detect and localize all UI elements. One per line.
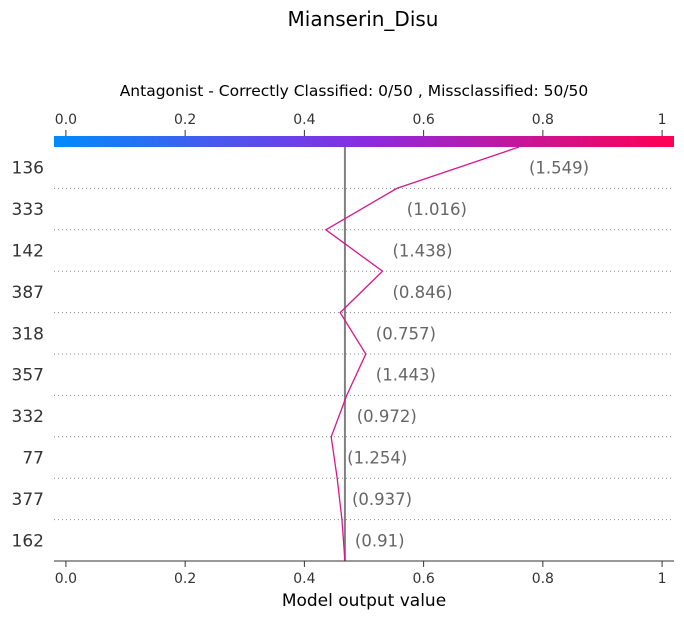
feature-value-label: (1.443) xyxy=(376,366,436,385)
feature-value-label: (1.254) xyxy=(347,449,407,468)
feature-label: 142 xyxy=(12,242,44,262)
top-tick-label: 0.0 xyxy=(55,112,77,128)
feature-labels: 136 333 142 387 318 357 332 77 377 162 xyxy=(12,159,44,552)
colorbar xyxy=(54,136,674,147)
bottom-tick-label: 1 xyxy=(658,571,667,587)
feature-value-label: (1.438) xyxy=(392,242,452,261)
feature-value-label: (1.549) xyxy=(529,159,589,178)
feature-value-label: (0.91) xyxy=(355,531,405,550)
top-tick-label: 0.2 xyxy=(174,112,196,128)
bottom-axis: 0.0 0.2 0.4 0.6 0.8 1 xyxy=(54,560,674,587)
bottom-tick-label: 0.0 xyxy=(55,571,77,587)
feature-value-label: (1.016) xyxy=(407,200,467,219)
feature-value-labels: (1.549) (1.016) (1.438) (0.846) (0.757) (1.44… xyxy=(347,159,589,551)
feature-label: 332 xyxy=(12,407,44,427)
feature-value-label: (0.757) xyxy=(376,324,436,343)
decision-path-line xyxy=(324,146,520,562)
bottom-tick-label: 0.4 xyxy=(293,571,315,587)
top-tick-label: 1 xyxy=(658,112,667,128)
feature-label: 77 xyxy=(22,449,44,469)
feature-label: 333 xyxy=(12,200,44,220)
top-tick-label: 0.8 xyxy=(532,112,554,128)
feature-value-label: (0.937) xyxy=(352,490,412,509)
top-tick-label: 0.4 xyxy=(293,112,315,128)
feature-value-label: (0.972) xyxy=(357,407,417,426)
feature-label: 377 xyxy=(12,490,44,510)
feature-value-label: (0.846) xyxy=(392,283,452,302)
x-axis-label: Model output value xyxy=(282,591,446,611)
top-axis-ticks: 0.0 0.2 0.4 0.6 0.8 1 xyxy=(55,112,667,136)
bottom-tick-label: 0.8 xyxy=(532,571,554,587)
row-gridlines xyxy=(54,187,674,521)
bottom-tick-label: 0.2 xyxy=(174,571,196,587)
feature-label: 136 xyxy=(12,159,44,179)
feature-label: 162 xyxy=(12,531,44,551)
feature-label: 357 xyxy=(12,366,44,386)
top-tick-label: 0.6 xyxy=(412,112,434,128)
feature-label: 318 xyxy=(12,324,44,344)
chart-subtitle: Antagonist - Correctly Classified: 0/50 … xyxy=(120,82,589,100)
bottom-tick-label: 0.6 xyxy=(412,571,434,587)
chart-title: Mianserin_Disu xyxy=(288,7,439,31)
feature-label: 387 xyxy=(12,283,44,303)
